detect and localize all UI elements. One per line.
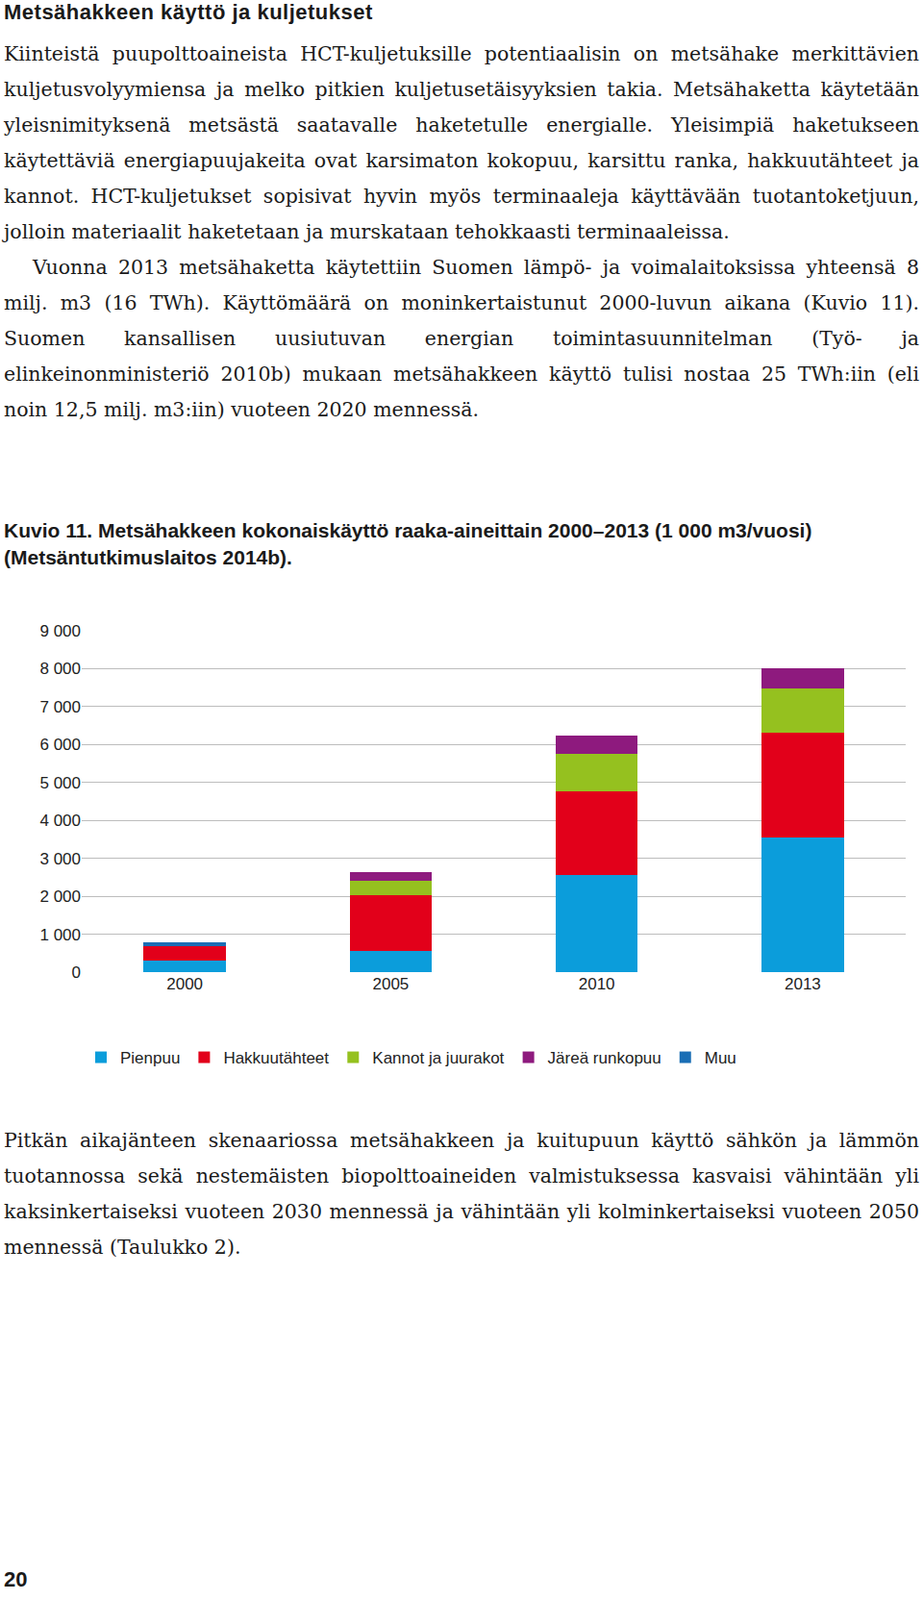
svg-text:Muu: Muu <box>704 1048 737 1068</box>
html-text:Kuvio 11. Metsähakkeen kokonai: Kuvio 11. Metsähakkeen kokonaiskäyttö ra… <box>3 519 812 569</box>
svg-text:7 000: 7 000 <box>39 698 81 717</box>
html-text:20: 20 <box>3 1567 28 1592</box>
svg-text:Hakkuutähteet: Hakkuutähteet <box>223 1048 329 1068</box>
svg-text:0: 0 <box>72 963 81 982</box>
svg-text:2013: 2013 <box>784 974 822 994</box>
html-text:Vuonna 2013 metsähaketta käyte: Vuonna 2013 metsähaketta käytettiin Suom… <box>3 255 920 422</box>
svg-text:1 000: 1 000 <box>39 925 81 945</box>
svg-text:5 000: 5 000 <box>39 773 81 793</box>
svg-text:4 000: 4 000 <box>39 811 81 830</box>
svg-text:8 000: 8 000 <box>39 659 81 678</box>
svg-text:2 000: 2 000 <box>39 887 81 906</box>
html-text:Pitkän aikajänteen skenaarioss: Pitkän aikajänteen skenaariossa metsähak… <box>3 1128 920 1259</box>
svg-text:9 000: 9 000 <box>39 622 81 641</box>
svg-text:2005: 2005 <box>372 974 409 994</box>
html-text:Kiinteistä puupolttoaineista H: Kiinteistä puupolttoaineista HCT-kuljetu… <box>3 42 920 244</box>
svg-text:Kannot ja juurakot: Kannot ja juurakot <box>372 1048 504 1068</box>
svg-text:6 000: 6 000 <box>39 735 81 754</box>
svg-text:2010: 2010 <box>578 974 616 994</box>
svg-text:Järeä runkopuu: Järeä runkopuu <box>548 1048 662 1068</box>
svg-text:Pienpuu: Pienpuu <box>120 1048 180 1068</box>
html-text:Metsähakkeen käyttö ja kuljetu: Metsähakkeen käyttö ja kuljetukset <box>3 0 373 25</box>
svg-text:2000: 2000 <box>166 974 203 994</box>
svg-text:3 000: 3 000 <box>39 849 81 869</box>
